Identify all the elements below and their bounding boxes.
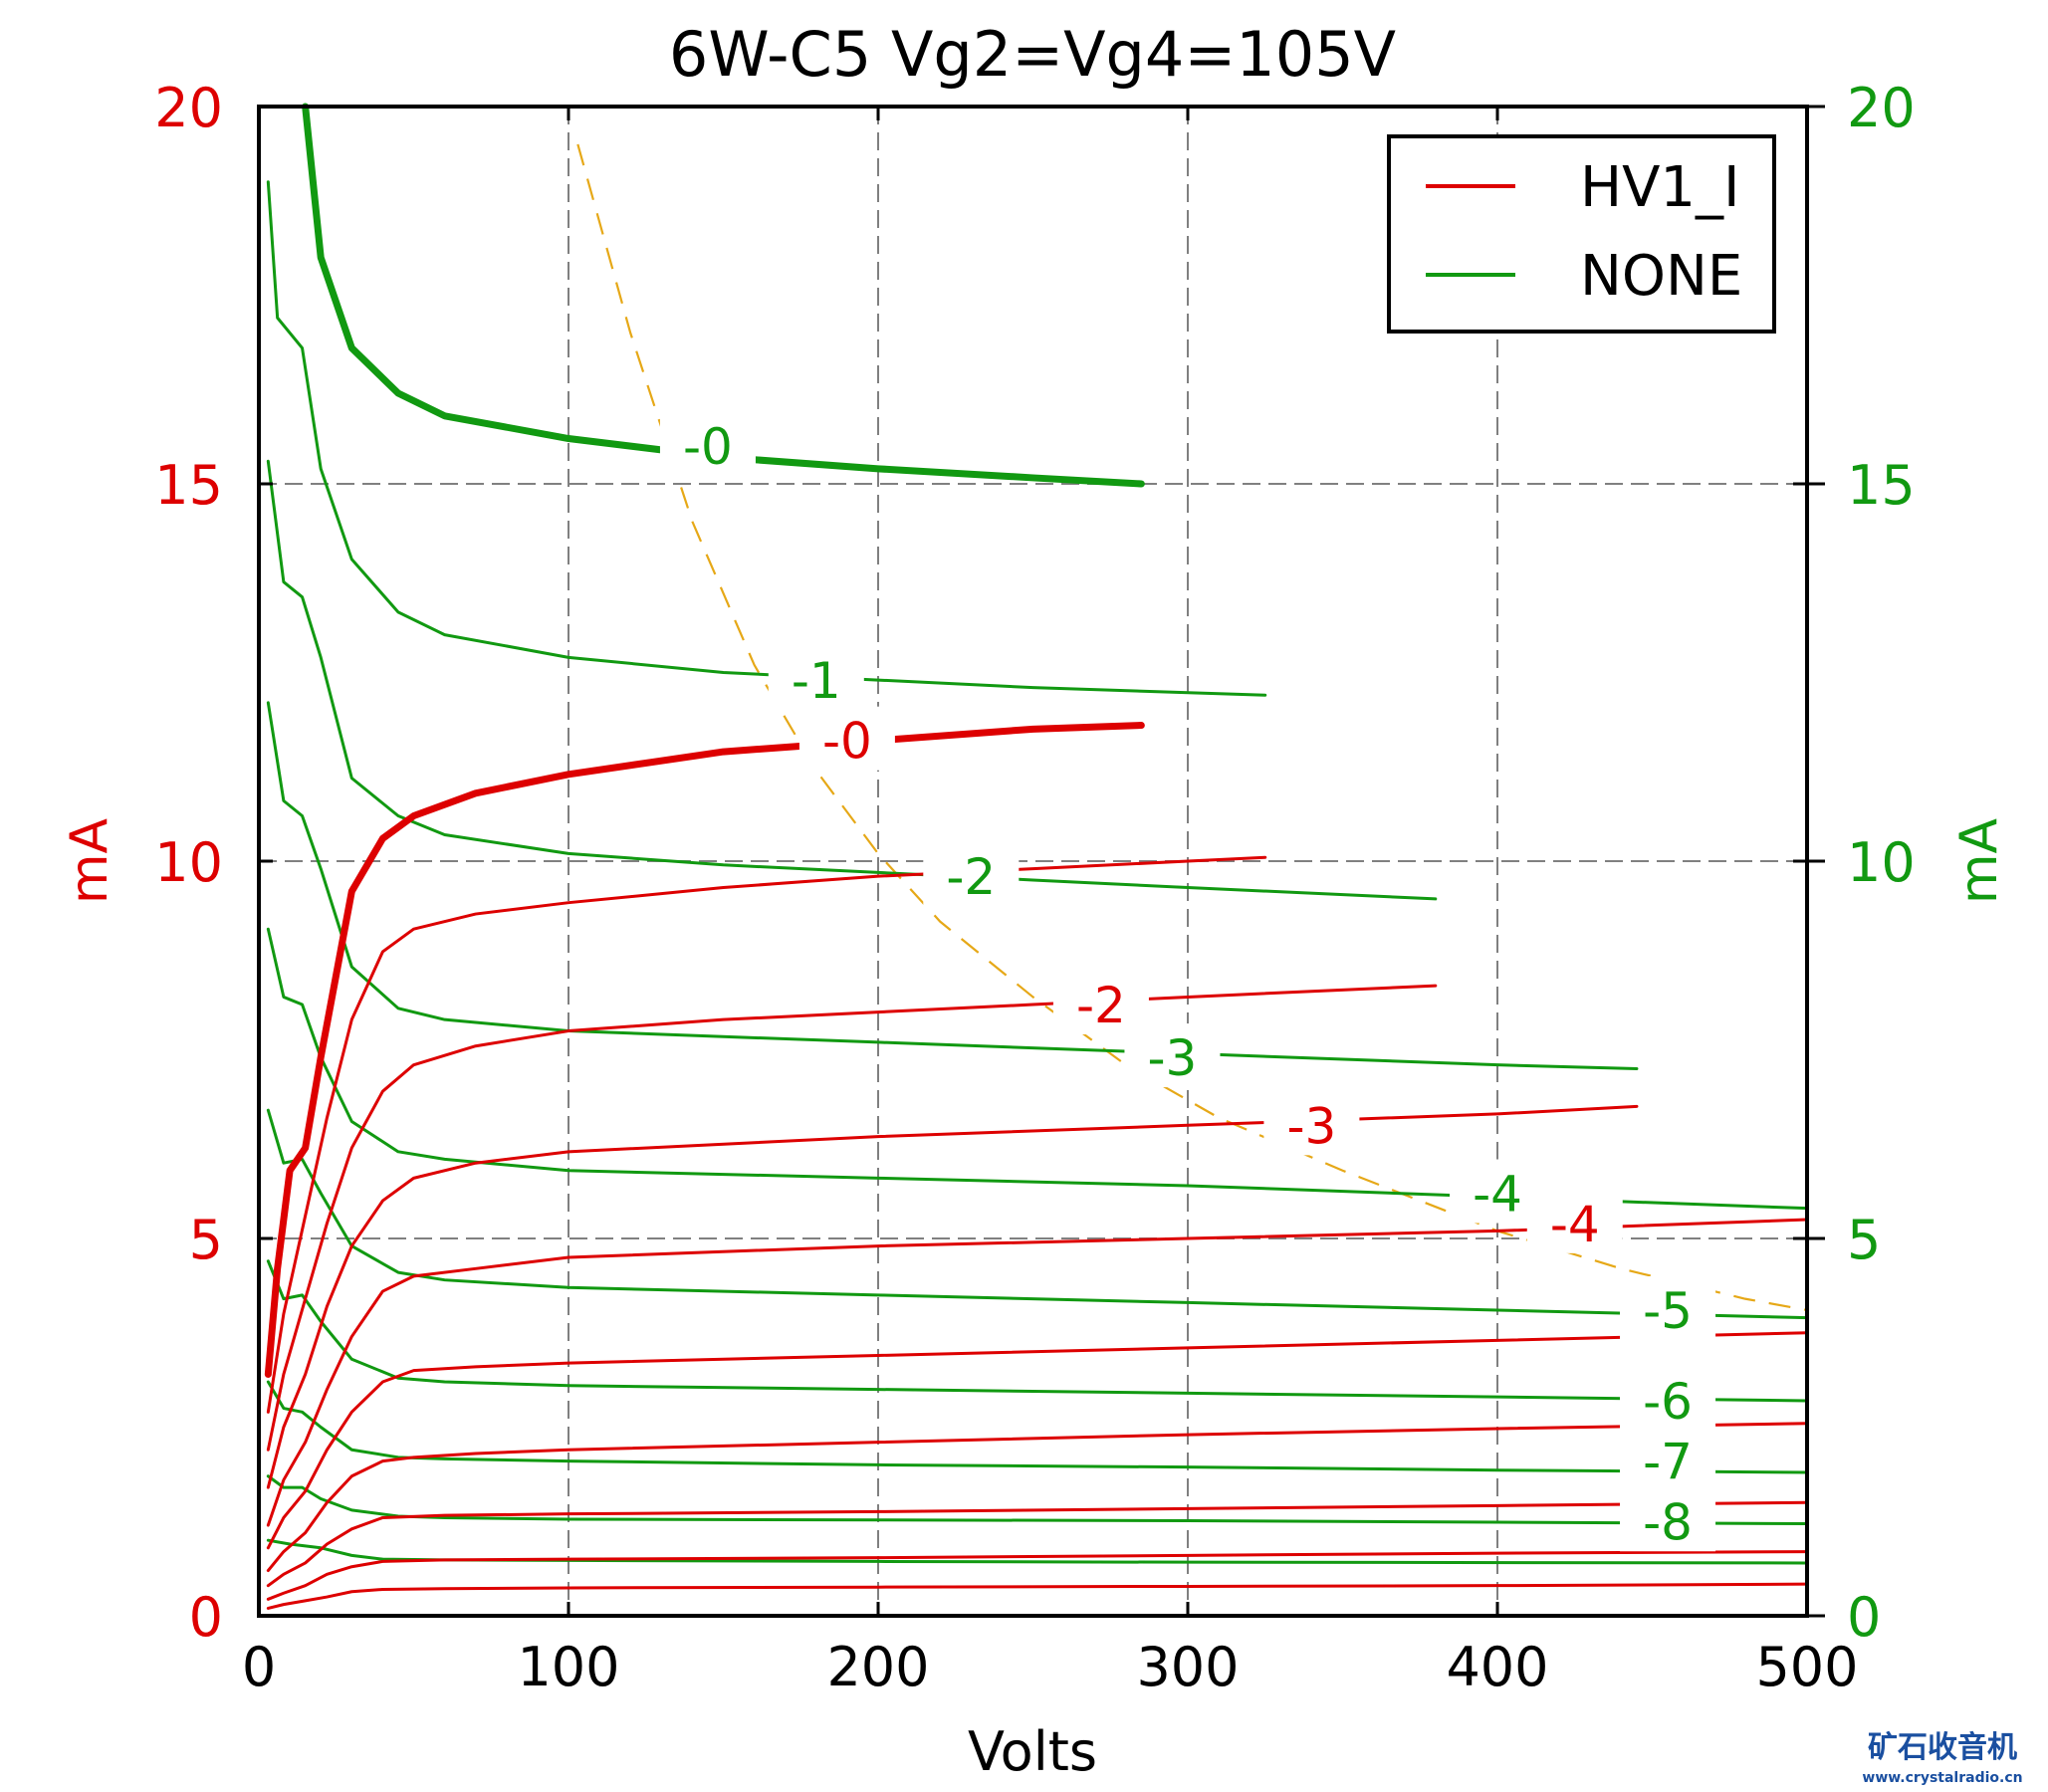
curve-label-none-3: -3 bbox=[1148, 1029, 1198, 1087]
y-tick-label-left-5: 5 bbox=[189, 1209, 223, 1271]
y-axis-label-left: mA bbox=[60, 817, 119, 904]
legend-label-hv1-i: HV1_I bbox=[1580, 155, 1740, 220]
series-line-hv1-i-3 bbox=[266, 1104, 1639, 1489]
curve-label-bg-none-7 bbox=[1620, 1427, 1716, 1491]
curve-label-bg-none-0 bbox=[659, 412, 756, 477]
series-line-none-4 bbox=[266, 927, 1809, 1211]
y-tick-label-left-20: 20 bbox=[154, 77, 223, 139]
series-line-hv1-i-8 bbox=[266, 1550, 1809, 1601]
curve-label-hv1-i-2: -2 bbox=[1076, 977, 1126, 1034]
x-tick-label-300: 300 bbox=[1136, 1636, 1239, 1698]
series-line-hv1-i-6 bbox=[266, 1422, 1809, 1573]
legend: HV1_I NONE bbox=[1387, 134, 1776, 334]
series-line-none-1 bbox=[266, 180, 1267, 697]
dissipation-layer bbox=[576, 143, 1808, 1312]
legend-box bbox=[1387, 134, 1776, 334]
series-line-hv1-i-4 bbox=[266, 1218, 1809, 1527]
curve-label-bg-none-2 bbox=[923, 842, 1020, 907]
curve-label-bg-hv1-i-0 bbox=[798, 706, 895, 771]
x-tick-label-200: 200 bbox=[826, 1636, 929, 1698]
series-line-hv1-i-5 bbox=[266, 1331, 1809, 1550]
series-line-none-0 bbox=[302, 103, 1145, 488]
y-tick-label-right-15: 15 bbox=[1847, 454, 1916, 517]
watermark-logo-text: 矿石收音机 bbox=[1868, 1730, 2017, 1765]
x-axis-label: Volts bbox=[968, 1720, 1097, 1783]
curve-label-none-1: -1 bbox=[792, 652, 841, 710]
curve-label-bg-none-1 bbox=[768, 646, 864, 711]
curve-label-none-8: -8 bbox=[1643, 1493, 1693, 1551]
y-tick-label-left-10: 10 bbox=[154, 831, 223, 894]
y-tick-label-right-20: 20 bbox=[1847, 77, 1916, 139]
series-line-hv1-i-2 bbox=[266, 984, 1438, 1452]
chart-title: 6W-C5 Vg2=Vg4=105V bbox=[669, 18, 1396, 91]
curve-label-bg-none-6 bbox=[1620, 1366, 1716, 1431]
curve-label-bg-hv1-i-2 bbox=[1052, 971, 1149, 1035]
watermark: 矿石收音机 www.crystalradio.cn bbox=[1862, 1730, 2022, 1786]
y-tick-label-left-15: 15 bbox=[154, 454, 223, 517]
curve-label-bg-hv1-i-3 bbox=[1263, 1091, 1360, 1156]
series-line-none-6 bbox=[266, 1259, 1809, 1403]
x-tick-label-100: 100 bbox=[517, 1636, 619, 1698]
curve-label-bg-none-5 bbox=[1620, 1276, 1716, 1341]
legend-label-none: NONE bbox=[1580, 244, 1742, 309]
y-axis-label-right: mA bbox=[1949, 817, 2009, 904]
curve-label-none-0: -0 bbox=[683, 418, 733, 476]
y-tick-label-right-5: 5 bbox=[1847, 1209, 1881, 1271]
curve-label-bg-hv1-i-4 bbox=[1526, 1189, 1623, 1253]
dissipation-curve bbox=[576, 143, 1808, 1312]
x-tick-label-500: 500 bbox=[1755, 1636, 1858, 1698]
curve-label-bg-none-8 bbox=[1620, 1487, 1716, 1552]
curve-label-none-7: -7 bbox=[1643, 1434, 1693, 1491]
series-line-none-3 bbox=[266, 701, 1639, 1070]
x-tick-label-0: 0 bbox=[242, 1636, 276, 1698]
series-line-hv1-i-7 bbox=[266, 1500, 1809, 1588]
watermark-url: www.crystalradio.cn bbox=[1862, 1770, 2022, 1786]
curve-label-hv1-i-0: -0 bbox=[822, 713, 872, 771]
y-tick-label-left-0: 0 bbox=[189, 1586, 223, 1649]
series-line-hv1-i-9 bbox=[266, 1582, 1809, 1610]
curve-label-hv1-i-3: -3 bbox=[1286, 1097, 1336, 1155]
curve-label-hv1-i-4: -4 bbox=[1550, 1196, 1600, 1253]
curve-label-none-5: -5 bbox=[1643, 1282, 1693, 1340]
curve-label-none-2: -2 bbox=[946, 848, 996, 906]
series-line-none-9 bbox=[266, 1538, 1809, 1565]
x-tick-label-400: 400 bbox=[1446, 1636, 1548, 1698]
y-tick-label-right-0: 0 bbox=[1847, 1586, 1881, 1649]
y-tick-label-right-10: 10 bbox=[1847, 831, 1916, 894]
curve-label-none-4: -4 bbox=[1473, 1166, 1522, 1224]
curve-labels-layer: -0-1-2-3-4-5-6-7-8-0-2-3-4 bbox=[659, 412, 1716, 1552]
series-line-none-2 bbox=[266, 459, 1438, 901]
curve-label-none-6: -6 bbox=[1643, 1373, 1693, 1431]
